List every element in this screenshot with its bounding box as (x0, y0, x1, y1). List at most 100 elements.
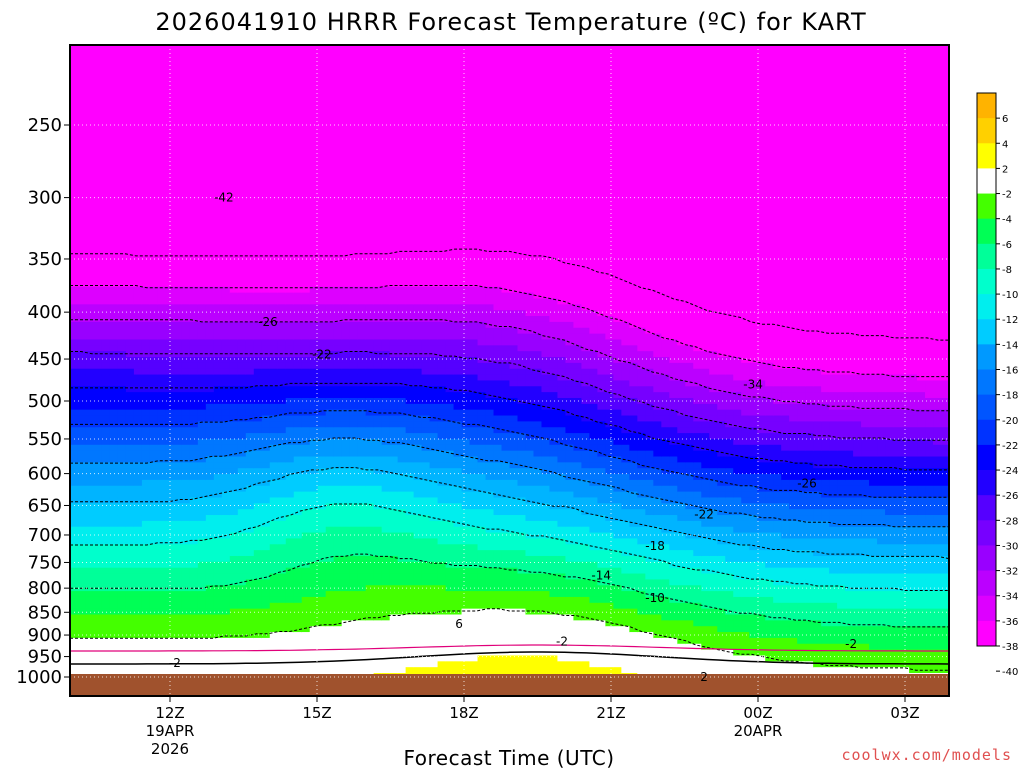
heatmap-cell (325, 620, 335, 627)
heatmap-cell (253, 275, 263, 282)
heatmap-cell (157, 351, 167, 358)
heatmap-cell (149, 620, 159, 627)
heatmap-cell (318, 0, 327, 6)
heatmap-cell (70, 450, 79, 458)
heatmap-cell (85, 210, 95, 218)
heatmap-cell (157, 327, 167, 335)
heatmap-cell (165, 596, 175, 604)
heatmap-cell (309, 70, 319, 77)
heatmap-cell (253, 46, 263, 54)
heatmap-cell (85, 251, 95, 259)
heatmap-cell (213, 286, 223, 294)
heatmap-cell (261, 58, 271, 66)
heatmap-cell (309, 64, 319, 71)
heatmap-cell (173, 99, 183, 106)
heatmap-cell (213, 403, 223, 411)
heatmap-cell (277, 111, 287, 118)
heatmap-cell (293, 169, 303, 177)
heatmap-cell (253, 403, 263, 411)
heatmap-cell (101, 538, 111, 545)
heatmap-cell (293, 52, 303, 60)
heatmap-cell (333, 327, 343, 335)
heatmap-cell (133, 368, 143, 376)
heatmap-cell (269, 526, 279, 534)
heatmap-cell (197, 444, 207, 452)
heatmap-cell (165, 468, 175, 475)
heatmap-cell (309, 146, 319, 153)
heatmap-cell (357, 632, 367, 639)
heatmap-cell (277, 333, 287, 341)
heatmap-cell (381, 509, 391, 516)
heatmap-cell (221, 298, 231, 305)
heatmap-cell (325, 333, 335, 341)
heatmap-cell (301, 333, 311, 341)
heatmap-cell (333, 239, 343, 247)
heatmap-cell (277, 526, 287, 534)
heatmap-cell (261, 111, 271, 118)
heatmap-cell (397, 257, 407, 264)
heatmap-cell (381, 585, 391, 592)
heatmap-cell (173, 321, 183, 329)
heatmap-cell (398, 35, 407, 41)
heatmap-cell (109, 298, 119, 305)
heatmap-cell (205, 643, 215, 651)
heatmap-cell (205, 386, 215, 393)
heatmap-cell (293, 450, 303, 458)
heatmap-cell (397, 251, 407, 259)
heatmap-cell (173, 327, 183, 335)
heatmap-cell (149, 515, 159, 522)
heatmap-cell (245, 515, 255, 522)
heatmap-cell (197, 228, 207, 235)
heatmap-cell (349, 187, 359, 194)
heatmap-cell (102, 29, 111, 35)
heatmap-cell (277, 468, 287, 475)
heatmap-cell (381, 397, 391, 405)
heatmap-cell (109, 667, 119, 674)
heatmap-cell (269, 474, 279, 481)
heatmap-cell (333, 304, 343, 311)
heatmap-cell (261, 46, 271, 54)
heatmap-cell (205, 345, 215, 352)
heatmap-cell (77, 327, 87, 335)
heatmap-cell (157, 409, 167, 417)
heatmap-cell (325, 169, 335, 177)
heatmap-cell (181, 427, 191, 434)
heatmap-cell (181, 444, 191, 452)
heatmap-cell (301, 64, 311, 71)
heatmap-cell (309, 280, 319, 288)
heatmap-cell (269, 245, 279, 253)
heatmap-cell (102, 0, 111, 1)
heatmap-cell (269, 333, 279, 341)
heatmap-cell (277, 134, 287, 142)
heatmap-cell (189, 509, 199, 516)
heatmap-cell (237, 99, 247, 106)
heatmap-cell (189, 105, 199, 112)
heatmap-cell (389, 643, 399, 651)
heatmap-cell (269, 76, 279, 83)
heatmap-cell (125, 304, 135, 311)
heatmap-cell (189, 263, 199, 270)
heatmap-cell (309, 316, 319, 323)
heatmap-cell (77, 479, 87, 487)
heatmap-cell (237, 46, 247, 54)
heatmap-cell (229, 187, 239, 194)
heatmap-cell (309, 520, 319, 528)
heatmap-cell (365, 304, 375, 311)
heatmap-cell (109, 199, 119, 206)
heatmap-cell (309, 509, 319, 516)
heatmap-cell (301, 357, 311, 364)
heatmap-cell (261, 140, 271, 147)
heatmap-cell (221, 380, 231, 387)
heatmap-cell (189, 99, 199, 106)
heatmap-cell (341, 210, 351, 218)
heatmap-cell (157, 52, 167, 60)
heatmap-cell (141, 667, 151, 674)
heatmap-cell (349, 210, 359, 218)
heatmap-cell (117, 596, 127, 604)
heatmap-cell (365, 111, 375, 118)
heatmap-cell (189, 661, 199, 668)
heatmap-cell (149, 561, 159, 569)
heatmap-cell (149, 158, 159, 165)
heatmap-cell (293, 204, 303, 212)
heatmap-cell (309, 181, 319, 188)
